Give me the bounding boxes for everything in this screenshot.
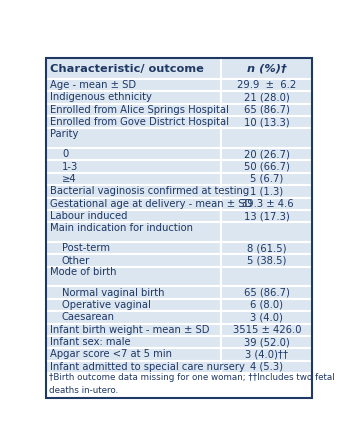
Text: 13 (17.3): 13 (17.3) [244, 211, 290, 221]
Text: 50 (66.7): 50 (66.7) [244, 162, 290, 172]
Text: 3 (4.0)††: 3 (4.0)†† [245, 349, 288, 359]
Text: Caesarean: Caesarean [62, 312, 115, 322]
Bar [222, 103, 312, 116]
Bar [47, 242, 222, 254]
Text: deaths in-utero.: deaths in-utero. [49, 386, 118, 395]
Text: 39.3 ± 4.6: 39.3 ± 4.6 [240, 199, 293, 209]
Bar [222, 59, 312, 79]
Text: 8 (61.5): 8 (61.5) [247, 243, 287, 253]
Text: Characteristic/ outcome: Characteristic/ outcome [50, 63, 204, 74]
Bar [47, 361, 222, 373]
Bar [47, 254, 222, 267]
Text: 4 (5.3): 4 (5.3) [250, 362, 284, 372]
Text: †Birth outcome data missing for one woman; ††Includes two fetal: †Birth outcome data missing for one woma… [49, 373, 334, 382]
Bar [47, 373, 312, 397]
Bar [222, 361, 312, 373]
Text: 65 (86.7): 65 (86.7) [244, 105, 290, 115]
Bar [47, 91, 222, 103]
Bar [47, 160, 222, 173]
Bar [222, 210, 312, 222]
Bar [222, 198, 312, 210]
Text: Infant admitted to special care nursery: Infant admitted to special care nursery [50, 362, 245, 372]
Text: Normal vaginal birth: Normal vaginal birth [62, 288, 164, 297]
Text: 3 (4.0): 3 (4.0) [250, 312, 283, 322]
Bar [222, 336, 312, 348]
Text: Enrolled from Gove District Hospital: Enrolled from Gove District Hospital [50, 117, 229, 127]
Bar [222, 242, 312, 254]
Bar [47, 148, 222, 160]
Text: Apgar score <7 at 5 min: Apgar score <7 at 5 min [50, 349, 172, 359]
Bar [47, 173, 222, 185]
Bar [222, 79, 312, 91]
Text: Parity: Parity [50, 129, 78, 139]
Bar [47, 185, 222, 198]
Text: Enrolled from Alice Springs Hospital: Enrolled from Alice Springs Hospital [50, 105, 229, 115]
Bar [47, 128, 222, 148]
Bar [222, 185, 312, 198]
Text: Labour induced: Labour induced [50, 211, 127, 221]
Text: Bacterial vaginosis confirmed at testing: Bacterial vaginosis confirmed at testing [50, 186, 249, 196]
Bar [222, 173, 312, 185]
Bar [47, 267, 222, 286]
Bar [222, 311, 312, 324]
Text: Operative vaginal: Operative vaginal [62, 300, 151, 310]
Text: 21 (28.0): 21 (28.0) [244, 92, 290, 103]
Text: Age - mean ± SD: Age - mean ± SD [50, 80, 136, 90]
Text: n (%)†: n (%)† [247, 63, 287, 74]
Bar [222, 148, 312, 160]
Bar [47, 348, 222, 361]
Bar [47, 311, 222, 324]
Bar [47, 222, 222, 242]
Bar [47, 103, 222, 116]
Text: 3515 ± 426.0: 3515 ± 426.0 [233, 325, 301, 335]
Text: Indigenous ethnicity: Indigenous ethnicity [50, 92, 152, 103]
Text: 5 (38.5): 5 (38.5) [247, 255, 287, 266]
Bar [222, 254, 312, 267]
Text: Infant birth weight - mean ± SD: Infant birth weight - mean ± SD [50, 325, 209, 335]
Bar [222, 116, 312, 128]
Text: 1-3: 1-3 [62, 162, 78, 172]
Text: 39 (52.0): 39 (52.0) [244, 337, 290, 347]
Bar [222, 299, 312, 311]
Bar [222, 286, 312, 299]
Bar [47, 324, 222, 336]
Bar [222, 91, 312, 103]
Bar [222, 267, 312, 286]
Text: Main indication for induction: Main indication for induction [50, 223, 193, 233]
Text: 5 (6.7): 5 (6.7) [250, 174, 284, 184]
Text: 29.9  ±  6.2: 29.9 ± 6.2 [237, 80, 296, 90]
Text: 6 (8.0): 6 (8.0) [250, 300, 284, 310]
Text: Other: Other [62, 255, 90, 266]
Text: 1 (1.3): 1 (1.3) [250, 186, 284, 196]
Text: Post-term: Post-term [62, 243, 110, 253]
Bar [47, 286, 222, 299]
Bar [47, 79, 222, 91]
Bar [222, 348, 312, 361]
Bar [47, 210, 222, 222]
Bar [222, 222, 312, 242]
Text: 65 (86.7): 65 (86.7) [244, 288, 290, 297]
Text: Mode of birth: Mode of birth [50, 267, 116, 277]
Text: 20 (26.7): 20 (26.7) [244, 149, 290, 159]
Bar [47, 336, 222, 348]
Bar [47, 299, 222, 311]
Text: Gestational age at delivery - mean ± SD: Gestational age at delivery - mean ± SD [50, 199, 252, 209]
Bar [222, 160, 312, 173]
Bar [222, 128, 312, 148]
Text: ≥4: ≥4 [62, 174, 77, 184]
Text: Infant sex: male: Infant sex: male [50, 337, 130, 347]
Bar [47, 198, 222, 210]
Bar [47, 59, 222, 79]
Bar [47, 116, 222, 128]
Text: 10 (13.3): 10 (13.3) [244, 117, 290, 127]
Bar [222, 324, 312, 336]
Text: 0: 0 [62, 149, 68, 159]
